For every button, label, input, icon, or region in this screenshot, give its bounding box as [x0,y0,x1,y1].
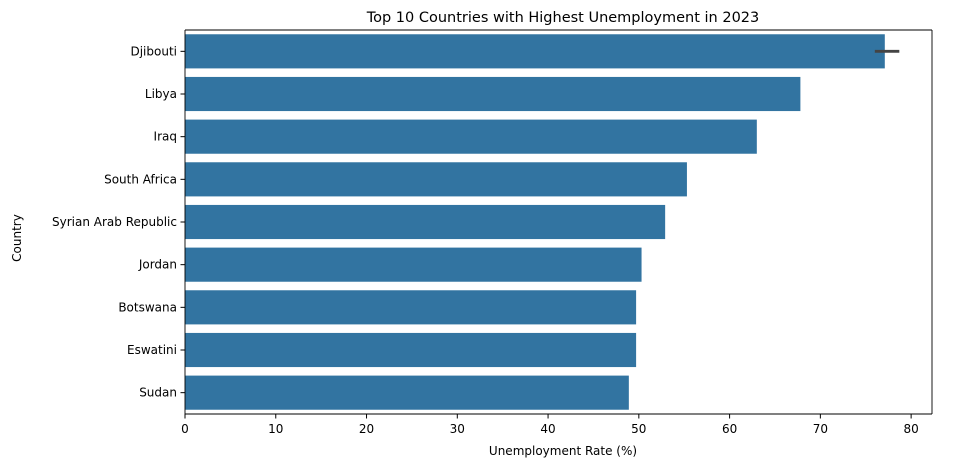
chart-title: Top 10 Countries with Highest Unemployme… [366,10,760,26]
bar-south-africa [185,162,687,197]
bar-jordan [185,247,642,282]
y-axis-label: Country [10,214,24,262]
bar-sudan [185,375,629,410]
x-tick-label-0: 0 [181,422,189,436]
bar-botswana [185,290,637,325]
x-tick-label-50: 50 [631,422,646,436]
bars-group [185,34,885,410]
y-tick-label-jordan: Jordan [138,258,177,272]
bar-libya [185,76,801,112]
x-tick-label-80: 80 [903,422,918,436]
y-tick-label-sudan: Sudan [139,386,177,400]
x-tick-label-70: 70 [813,422,828,436]
y-tick-label-botswana: Botswana [118,300,177,314]
x-tick-label-40: 40 [540,422,555,436]
y-axis-ticks: Djibouti Libya Iraq South Africa Syrian Arab… [52,44,185,400]
y-tick-label-iraq: Iraq [154,130,177,144]
x-axis-ticks: 0 10 20 30 40 50 60 70 80 [181,414,919,436]
x-tick-label-10: 10 [268,422,283,436]
bar-eswatini [185,332,637,368]
y-tick-label-eswatini: Eswatini [127,343,177,357]
bar-syrian-arab-republic [185,204,666,240]
y-tick-label-south-africa: South Africa [104,172,177,186]
x-axis-label: Unemployment Rate (%) [489,444,637,458]
y-tick-label-djibouti: Djibouti [130,44,177,58]
x-tick-label-30: 30 [450,422,465,436]
y-tick-label-libya: Libya [145,87,177,101]
x-tick-label-60: 60 [722,422,737,436]
bar-iraq [185,119,757,154]
x-tick-label-20: 20 [359,422,374,436]
y-tick-label-syrian-arab-republic: Syrian Arab Republic [52,215,177,229]
bar-djibouti [185,34,885,69]
